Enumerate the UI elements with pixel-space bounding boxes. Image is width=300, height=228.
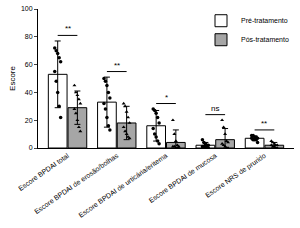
svg-text:20: 20 (25, 117, 33, 124)
svg-text:80: 80 (25, 33, 33, 40)
svg-text:*: * (165, 93, 168, 102)
svg-text:**: ** (65, 24, 71, 33)
svg-text:**: ** (114, 61, 120, 70)
svg-text:Escore BPDAI de urticária/erit: Escore BPDAI de urticária/eritema (77, 152, 168, 219)
svg-text:Pré-tratamento: Pré-tratamento (241, 17, 288, 24)
svg-text:Escore BPDAI de mucosa: Escore BPDAI de mucosa (147, 152, 217, 204)
svg-text:Escore: Escore (8, 66, 17, 91)
svg-text:100: 100 (21, 5, 33, 12)
svg-text:ns: ns (211, 104, 219, 113)
svg-text:Escore BPDAI total: Escore BPDAI total (17, 152, 70, 192)
svg-text:Escore BPDAI de erosão/bolhas: Escore BPDAI de erosão/bolhas (33, 152, 120, 216)
svg-text:60: 60 (25, 61, 33, 68)
svg-text:Escore NRS de prurido: Escore NRS de prurido (204, 152, 268, 200)
svg-text:0: 0 (29, 144, 33, 151)
svg-text:**: ** (261, 119, 267, 128)
svg-text:Pós-tratamento: Pós-tratamento (241, 36, 289, 43)
svg-text:40: 40 (25, 89, 33, 96)
